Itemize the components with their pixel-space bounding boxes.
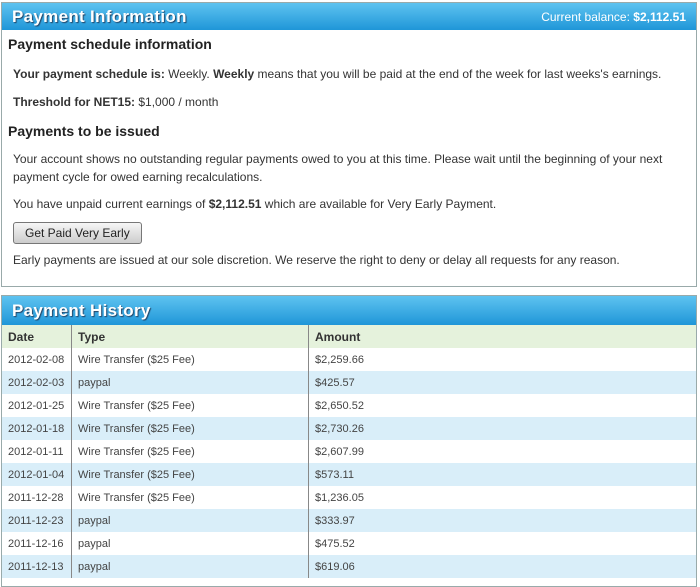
cell-date: 2012-02-08 <box>8 353 65 366</box>
threshold-value: $1,000 / month <box>135 95 219 109</box>
panel-title: Payment History <box>12 300 151 320</box>
threshold-label: Threshold for NET15: <box>13 95 136 109</box>
issued-heading: Payments to be issued <box>8 123 160 139</box>
cell-type: paypal <box>71 509 309 532</box>
panel-header: Payment History <box>2 296 696 325</box>
schedule-label: Your payment schedule is: <box>13 67 165 81</box>
cell-type: Wire Transfer ($25 Fee) <box>71 440 309 463</box>
cell-type: paypal <box>71 371 309 394</box>
cell-type: Wire Transfer ($25 Fee) <box>71 348 309 371</box>
cell-amount: $2,650.52 <box>308 394 696 417</box>
cell-amount: $2,607.99 <box>308 440 696 463</box>
get-paid-very-early-button[interactable]: Get Paid Very Early <box>13 222 142 244</box>
cell-date: 2011-12-28 <box>8 491 64 504</box>
unpaid-post: which are available for Very Early Payme… <box>261 197 497 211</box>
cell-type: paypal <box>71 532 309 555</box>
unpaid-text: You have unpaid current earnings of $2,1… <box>2 195 696 213</box>
table-row: 2011-12-13 paypal $619.06 <box>2 555 696 578</box>
table-row: 2012-02-03 paypal $425.57 <box>2 371 696 394</box>
cell-date: 2012-01-04 <box>2 463 72 486</box>
cell-date: 2012-01-25 <box>8 399 65 412</box>
table-row: 2012-01-04 Wire Transfer ($25 Fee) $573.11 <box>2 463 696 486</box>
schedule-value: Weekly. <box>164 67 214 81</box>
cell-date: 2011-12-23 <box>2 509 72 532</box>
unpaid-amount: $2,112.51 <box>208 197 262 211</box>
table-row: 2012-01-18 Wire Transfer ($25 Fee) $2,730.… <box>2 417 696 440</box>
table-row: 2012-01-11 Wire Transfer ($25 Fee) $2,607.… <box>2 440 696 463</box>
unpaid-pre: You have unpaid current earnings of <box>13 197 209 211</box>
cell-date: 2011-12-16 <box>8 537 64 550</box>
schedule-heading: Payment schedule information <box>8 36 212 52</box>
outstanding-text: Your account shows no outstanding regula… <box>13 152 663 184</box>
panel-title: Payment Information <box>12 6 187 26</box>
table-row: 2011-12-16 paypal $475.52 <box>2 532 696 555</box>
cell-date: 2011-12-13 <box>2 555 72 578</box>
balance-label: Current balance: <box>541 9 630 24</box>
cell-amount: $2,259.66 <box>308 348 696 371</box>
payment-history-table: Date Type Amount 2012-02-08 Wire Transfer… <box>2 325 696 578</box>
disclaimer-text: Early payments are issued at our sole di… <box>13 253 620 267</box>
column-date[interactable]: Date <box>2 325 72 348</box>
table-row: 2012-01-25 Wire Transfer ($25 Fee) $2,650.… <box>2 394 696 417</box>
payment-history-panel: Payment History Date Type Amount 2012-02… <box>1 295 697 587</box>
column-amount[interactable]: Amount <box>308 325 696 348</box>
cell-amount: $475.52 <box>308 532 696 555</box>
schedule-text: Your payment schedule is: Weekly. Weekly… <box>2 65 696 83</box>
cell-amount: $1,236.05 <box>308 486 696 509</box>
cell-amount: $425.57 <box>308 371 696 394</box>
table-row: 2011-12-23 paypal $333.97 <box>2 509 696 532</box>
payment-information-panel: Payment Information Current balance: $2,… <box>1 2 697 287</box>
table-row: 2012-02-08 Wire Transfer ($25 Fee) $2,259.… <box>2 348 696 371</box>
cell-type: Wire Transfer ($25 Fee) <box>71 394 309 417</box>
threshold-text: Threshold for NET15: $1,000 / month <box>2 93 696 111</box>
schedule-desc: means that you will be paid at the end o… <box>254 67 662 81</box>
cell-amount: $573.11 <box>308 463 696 486</box>
table-row: 2011-12-28 Wire Transfer ($25 Fee) $1,236.… <box>2 486 696 509</box>
cell-date: 2012-01-11 <box>8 445 64 458</box>
column-type[interactable]: Type <box>71 325 309 348</box>
cell-type: Wire Transfer ($25 Fee) <box>71 417 309 440</box>
panel-header: Payment Information Current balance: $2,… <box>2 3 696 30</box>
cell-amount: $333.97 <box>308 509 696 532</box>
cell-type: Wire Transfer ($25 Fee) <box>71 463 309 486</box>
cell-type: paypal <box>71 555 309 578</box>
balance-value: $2,112.51 <box>633 9 686 24</box>
cell-amount: $2,730.26 <box>308 417 696 440</box>
cell-date: 2012-02-03 <box>2 371 72 394</box>
cell-amount: $619.06 <box>308 555 696 578</box>
cell-type: Wire Transfer ($25 Fee) <box>71 486 309 509</box>
schedule-bold: Weekly <box>213 67 255 81</box>
cell-date: 2012-01-18 <box>2 417 72 440</box>
current-balance: Current balance: $2,112.51 <box>541 10 686 24</box>
